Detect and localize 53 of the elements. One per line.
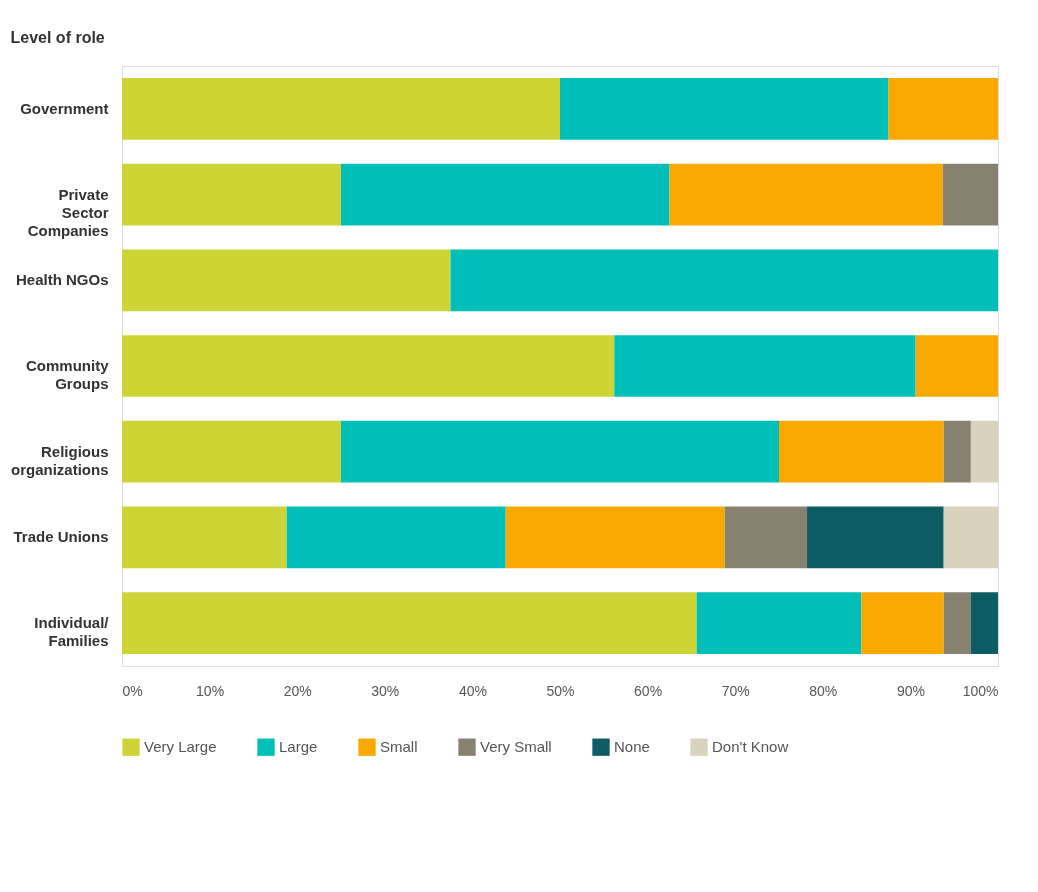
bar: [286, 506, 506, 569]
legend-label: Small: [380, 738, 418, 756]
bar: [122, 163, 341, 226]
x-tick-label: 60%: [634, 682, 663, 699]
x-tick-label: 70%: [721, 682, 750, 699]
y-tick-label: Health NGOs: [15, 271, 109, 289]
bar: [341, 420, 779, 483]
bar: [724, 506, 808, 569]
bar: [122, 335, 615, 397]
legend-label: Very Small: [480, 738, 552, 756]
bar: [122, 249, 451, 312]
x-tick-label: 50%: [546, 682, 575, 699]
x-tick-label: 20%: [283, 682, 312, 699]
x-tick-label: 100%: [962, 682, 999, 699]
bar: [450, 249, 998, 312]
bar: [943, 592, 971, 654]
bar: [888, 78, 998, 140]
bar: [341, 163, 670, 226]
bar: [942, 163, 998, 226]
bar: [970, 592, 998, 654]
bar: [122, 78, 560, 140]
y-tick-label: Government: [20, 99, 109, 117]
y-tick-label: Religious organizations: [10, 442, 109, 478]
bar: [915, 335, 998, 397]
bar: [943, 506, 998, 569]
bar: [779, 420, 944, 483]
legend-label: None: [614, 738, 650, 756]
x-tick-label: 40%: [458, 682, 487, 699]
x-tick-label: 80%: [809, 682, 838, 699]
bar: [861, 592, 944, 654]
legend-label: Large: [279, 738, 318, 756]
bar: [560, 78, 889, 140]
bar: [669, 163, 943, 226]
x-tick-label: 30%: [371, 682, 400, 699]
bar: [614, 335, 916, 397]
bar: [122, 592, 697, 654]
bar: [943, 420, 971, 483]
y-tick-label: Trade Unions: [13, 528, 109, 546]
bar: [122, 420, 341, 483]
x-tick-label: 0%: [122, 682, 143, 699]
y-tick-label: Community Groups: [26, 357, 110, 392]
y-tick-label: Private Sector Companies: [27, 185, 109, 239]
y-tick-label: Individual/ Families: [34, 614, 110, 650]
bar: [970, 420, 998, 483]
bar: [696, 592, 862, 654]
bar: [122, 506, 287, 569]
x-tick-label: 90%: [896, 682, 925, 699]
x-tick-label: 10%: [196, 682, 225, 699]
chart-title: Level of role: [10, 29, 105, 46]
bar: [505, 506, 725, 569]
bar: [807, 506, 944, 569]
legend-label: Very Large: [144, 738, 217, 756]
legend-label: Don't Know: [712, 738, 789, 756]
